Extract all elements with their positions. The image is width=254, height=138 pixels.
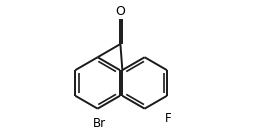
Text: F: F [164, 112, 171, 125]
Text: Br: Br [92, 117, 106, 130]
Text: O: O [116, 5, 125, 18]
